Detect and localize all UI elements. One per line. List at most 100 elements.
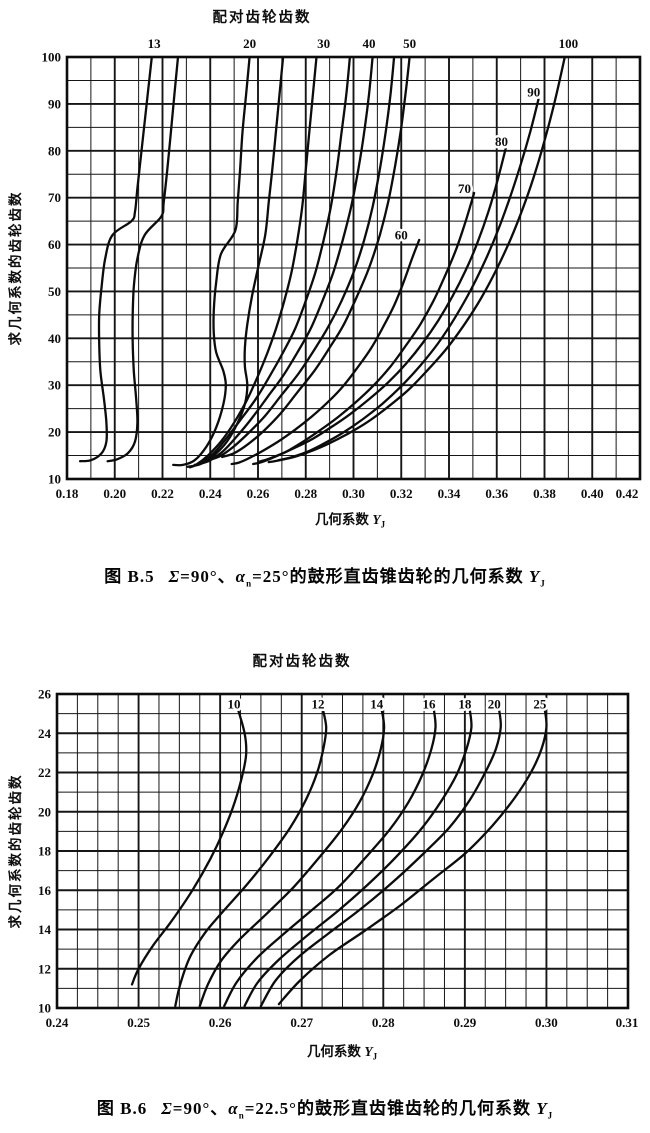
fig-b5-tick-labels: 0.18 0.20 0.22 0.24 0.26 0.28 0.30 0.32 0.34 0.36… — [42, 50, 639, 502]
curve-z60 — [230, 238, 421, 466]
curve-label-25: 25 — [533, 696, 547, 711]
x-tick-label: 0.30 — [535, 1015, 558, 1030]
x-tick-label: 0.42 — [616, 486, 639, 501]
sigma-value: =90°、 — [172, 1099, 229, 1118]
fig-b6-y-axis-title: 求几何系数的齿轮齿数 — [8, 773, 23, 929]
fig-b6-caption: 图 B.6 Σ=90°、αn=22.5°的鼓形直齿锥齿轮的几何系数 YJ — [0, 1094, 650, 1120]
alpha-value: =22.5° — [244, 1099, 297, 1118]
fig-b6-curve-labels: 10 12 14 16 18 20 25 — [225, 694, 549, 714]
curve-label-20: 20 — [488, 696, 501, 711]
yj-subscript: J — [540, 578, 546, 589]
x-tick-label: 0.26 — [209, 1015, 232, 1030]
x-tick-label: 0.31 — [616, 1015, 639, 1030]
y-tick-label: 40 — [48, 331, 61, 346]
curve-label-60: 60 — [395, 228, 408, 243]
alpha-symbol: α — [235, 567, 247, 586]
y-tick-label: 20 — [38, 804, 51, 819]
fig-b6-curves — [130, 708, 548, 1008]
y-tick-label: 70 — [48, 190, 61, 205]
curve-z13 — [78, 55, 153, 463]
fig-b5-grid — [66, 56, 641, 480]
fig-b5-x-axis-symbol: Y — [372, 512, 381, 527]
fig-b6-x-axis-symbol: Y — [364, 1044, 373, 1059]
x-tick-label: 0.18 — [56, 486, 79, 501]
curve-zunlabeled — [106, 55, 180, 463]
alpha-symbol: α — [228, 1099, 239, 1118]
alpha-subscript: n — [238, 1110, 245, 1121]
fig-b5-y-axis-title: 求几何系数的齿轮齿数 — [8, 190, 23, 346]
x-tick-label: 0.27 — [290, 1015, 313, 1030]
y-tick-label: 10 — [38, 1001, 51, 1016]
curve-z18 — [243, 708, 473, 1008]
curve-z12 — [174, 708, 328, 1008]
curve-label-100: 100 — [559, 36, 579, 51]
curve-label-90: 90 — [527, 85, 540, 100]
curve-label-10: 10 — [228, 696, 241, 711]
curve-label-20: 20 — [243, 36, 256, 51]
y-tick-label: 14 — [38, 922, 52, 937]
curve-label-30: 30 — [317, 36, 330, 51]
fig-b6-x-axis-title: 几何系数 YJ — [192, 1040, 492, 1062]
curve-z50 — [221, 55, 411, 459]
fig-b5-plot-border — [65, 55, 642, 481]
y-tick-label: 100 — [42, 50, 62, 65]
y-tick-label: 50 — [48, 284, 61, 299]
fig-b5-caption-number: 图 B.5 — [104, 567, 155, 586]
fig-b6-x-axis-title-text: 几何系数 — [306, 1044, 365, 1059]
fig-b6-grid — [56, 693, 629, 1009]
x-tick-label: 0.34 — [438, 486, 461, 501]
y-tick-label: 80 — [48, 143, 61, 158]
curve-z100 — [277, 55, 566, 462]
fig-b6-chart: 0.24 0.25 0.26 0.27 0.28 0.29 0.30 0.31 10 12 14 16… — [38, 687, 639, 1031]
alpha-subscript: n — [246, 578, 253, 589]
sigma-value: =90°、 — [180, 567, 236, 586]
fig-b5-caption-body: 的鼓形直齿锥齿轮的几何系数 — [289, 567, 529, 586]
y-tick-label: 26 — [38, 687, 52, 702]
yj-symbol: Y — [528, 567, 541, 586]
fig-b5-chart: 0.18 0.20 0.22 0.24 0.26 0.28 0.30 0.32 0.34 0.36… — [42, 34, 642, 502]
curve-label-50: 50 — [403, 36, 416, 51]
fig-b6-x-axis-subscript: J — [372, 1051, 378, 1062]
curve-zunlabeled — [210, 55, 396, 461]
x-tick-label: 0.25 — [127, 1015, 150, 1030]
curve-z20 — [259, 708, 502, 1008]
curve-z25 — [277, 708, 548, 1006]
curve-label-16: 16 — [422, 696, 436, 711]
x-tick-label: 0.28 — [294, 486, 317, 501]
curve-label-70: 70 — [458, 181, 471, 196]
curve-z80 — [258, 144, 508, 463]
fig-b5-family-title: 配对齿轮齿数 — [212, 10, 312, 26]
fig-b6-family-title: 配对齿轮齿数 — [252, 654, 352, 670]
sigma-symbol: Σ — [168, 567, 181, 586]
sigma-symbol: Σ — [161, 1099, 173, 1118]
y-tick-label: 60 — [48, 237, 61, 252]
x-tick-label: 0.28 — [372, 1015, 395, 1030]
curve-label-13: 13 — [148, 36, 162, 51]
yj-symbol: Y — [536, 1099, 548, 1118]
y-tick-label: 18 — [38, 844, 52, 859]
x-tick-label: 0.26 — [247, 486, 270, 501]
fig-b5-x-axis-title: 几何系数 YJ — [200, 508, 500, 530]
curve-z40 — [199, 55, 374, 465]
fig-b5-x-axis-subscript: J — [380, 519, 386, 530]
x-tick-label: 0.38 — [533, 486, 556, 501]
fig-b6-caption-body: 的鼓形直齿锥齿轮的几何系数 — [296, 1099, 537, 1118]
x-tick-label: 0.20 — [103, 486, 126, 501]
fig-b5-curve-labels: 13 20 30 40 50 60 70 80 90 100 — [145, 34, 580, 246]
alpha-value: =25° — [252, 567, 290, 586]
curve-label-14: 14 — [370, 696, 384, 711]
curve-label-40: 40 — [363, 36, 376, 51]
curve-label-80: 80 — [495, 134, 508, 149]
curve-label-12: 12 — [312, 696, 325, 711]
y-tick-label: 90 — [48, 96, 61, 111]
x-tick-label: 0.30 — [342, 486, 365, 501]
x-tick-label: 0.22 — [151, 486, 174, 501]
curve-z10 — [130, 708, 248, 986]
x-tick-label: 0.32 — [390, 486, 413, 501]
x-tick-label: 0.24 — [199, 486, 222, 501]
curve-z16 — [223, 708, 437, 1008]
y-tick-label: 30 — [48, 378, 61, 393]
x-tick-label: 0.36 — [485, 486, 508, 501]
fig-b5-curves — [78, 55, 566, 469]
